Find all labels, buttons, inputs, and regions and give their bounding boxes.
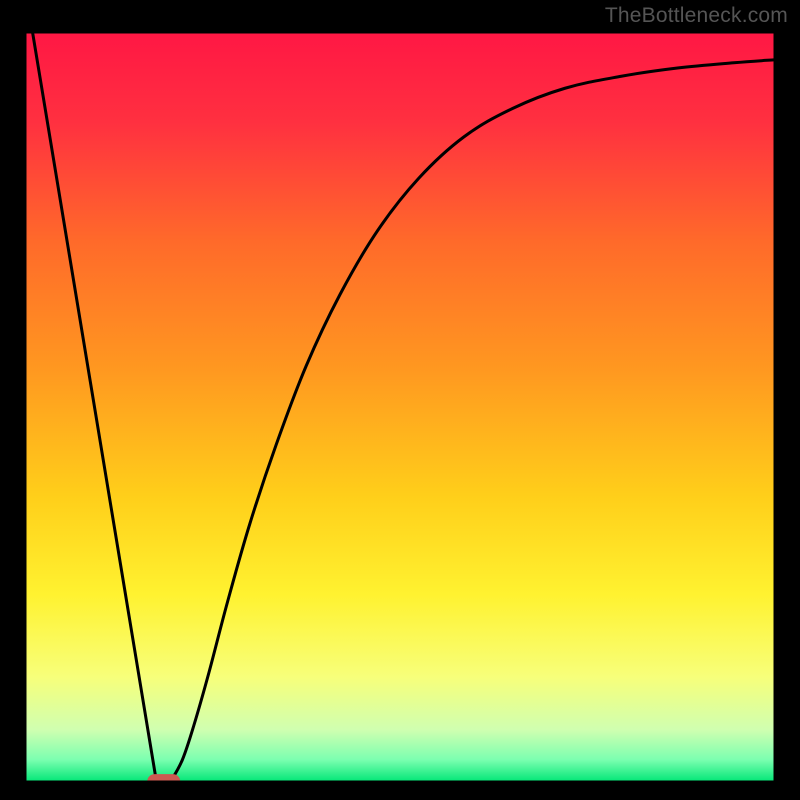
bottleneck-chart [0,0,800,800]
watermark-text: TheBottleneck.com [605,4,788,28]
